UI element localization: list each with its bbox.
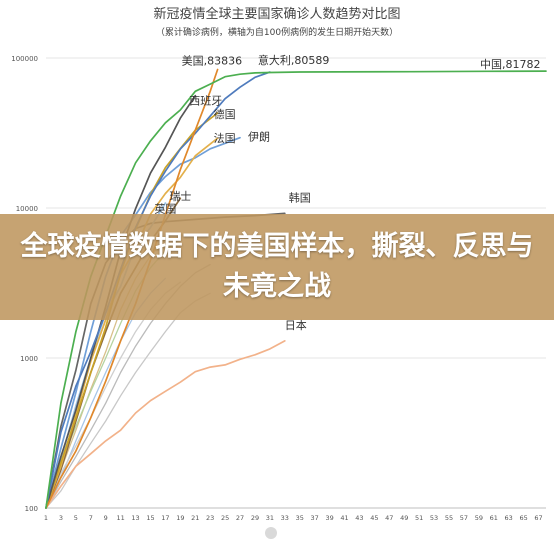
series-label: 美国,83836 [182,54,243,67]
series-label: 德国 [214,107,236,121]
x-tick-label: 41 [340,514,348,522]
chart-title: 新冠疫情全球主要国家确诊人数趋势对比图 [153,6,400,22]
x-tick-label: 49 [400,514,408,522]
x-tick-label: 39 [325,514,333,522]
y-tick-label: 100 [25,505,38,513]
x-tick-label: 1 [44,514,48,522]
x-tick-label: 15 [146,514,154,522]
x-tick-label: 31 [266,514,274,522]
series-line-日本 [45,340,286,509]
x-tick-label: 43 [355,514,363,522]
headline-banner: 全球疫情数据下的美国样本，撕裂、反思与未竟之战 [0,214,554,320]
x-tick-label: 9 [104,514,108,522]
x-tick-label: 45 [370,514,378,522]
series-label: 伊朗 [248,131,270,144]
x-tick-label: 67 [534,514,542,522]
series-line-意大利 [45,71,271,509]
series-label: 韩国 [289,190,311,204]
x-axis: 1 3 5 7 9 11 13 15 17 19 21 23 25 27 29 31 33 35 37 39 41 43 4… [44,507,546,522]
series-label: 瑞士 [169,189,191,203]
x-tick-label: 7 [89,514,93,522]
x-tick-label: 35 [296,514,304,522]
series-label: 中国,81782 [480,58,541,71]
x-tick-label: 65 [519,514,527,522]
y-tick-label: 10000 [16,205,38,213]
series-label: 日本 [285,318,307,332]
series-label: 法国 [214,131,236,145]
x-tick-label: 47 [385,514,393,522]
x-tick-label: 3 [59,514,63,522]
x-tick-label: 63 [505,514,513,522]
series-label: 意大利,80589 [258,53,330,67]
series-label: 西班牙 [189,95,222,108]
x-tick-label: 21 [191,514,199,522]
x-tick-label: 11 [116,514,124,522]
x-tick-label: 61 [490,514,498,522]
y-tick-label: 100000 [11,55,38,63]
x-tick-label: 25 [221,514,229,522]
x-tick-label: 33 [281,514,289,522]
x-tick-label: 17 [161,514,169,522]
x-tick-label: 13 [131,514,139,522]
x-tick-label: 23 [206,514,214,522]
x-tick-label: 57 [460,514,468,522]
x-tick-label: 53 [430,514,438,522]
x-tick-label: 37 [311,514,319,522]
headline-text: 全球疫情数据下的美国样本，撕裂、反思与未竟之战 [20,231,534,302]
x-tick-label: 27 [236,514,244,522]
x-tick-label: 19 [176,514,184,522]
x-tick-label: 55 [445,514,453,522]
y-tick-label: 1000 [20,355,38,363]
watermark-dot [265,527,277,539]
chart-subtitle: （累计确诊病例，横轴为自100例病例的发生日期开始天数） [156,26,398,38]
x-tick-label: 59 [475,514,483,522]
x-tick-label: 29 [251,514,259,522]
y-axis: 100 1000 10000 100000 [11,55,38,513]
x-tick-label: 5 [74,514,78,522]
x-tick-label: 51 [415,514,423,522]
series-label: 英国 [154,201,176,215]
